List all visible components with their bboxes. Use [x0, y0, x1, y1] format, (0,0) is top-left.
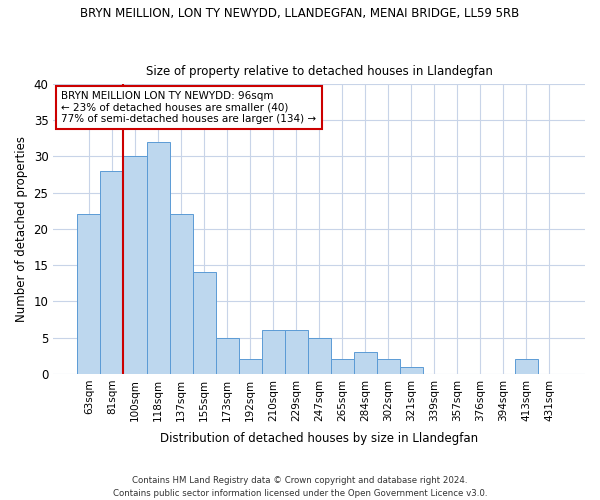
Bar	[262, 330, 284, 374]
Bar	[215, 338, 239, 374]
Text: BRYN MEILLION, LON TY NEWYDD, LLANDEGFAN, MENAI BRIDGE, LL59 5RB: BRYN MEILLION, LON TY NEWYDD, LLANDEGFAN…	[80, 8, 520, 20]
Bar	[400, 366, 423, 374]
Bar	[353, 352, 377, 374]
Bar	[193, 272, 215, 374]
Bar	[146, 142, 170, 374]
Bar	[331, 360, 353, 374]
Bar	[100, 171, 124, 374]
Bar	[308, 338, 331, 374]
X-axis label: Distribution of detached houses by size in Llandegfan: Distribution of detached houses by size …	[160, 432, 478, 445]
Y-axis label: Number of detached properties: Number of detached properties	[15, 136, 28, 322]
Bar	[284, 330, 308, 374]
Bar	[124, 156, 146, 374]
Text: Contains HM Land Registry data © Crown copyright and database right 2024.
Contai: Contains HM Land Registry data © Crown c…	[113, 476, 487, 498]
Bar	[239, 360, 262, 374]
Bar	[77, 214, 100, 374]
Bar	[515, 360, 538, 374]
Bar	[170, 214, 193, 374]
Bar	[377, 360, 400, 374]
Text: BRYN MEILLION LON TY NEWYDD: 96sqm
← 23% of detached houses are smaller (40)
77%: BRYN MEILLION LON TY NEWYDD: 96sqm ← 23%…	[61, 91, 316, 124]
Title: Size of property relative to detached houses in Llandegfan: Size of property relative to detached ho…	[146, 66, 493, 78]
